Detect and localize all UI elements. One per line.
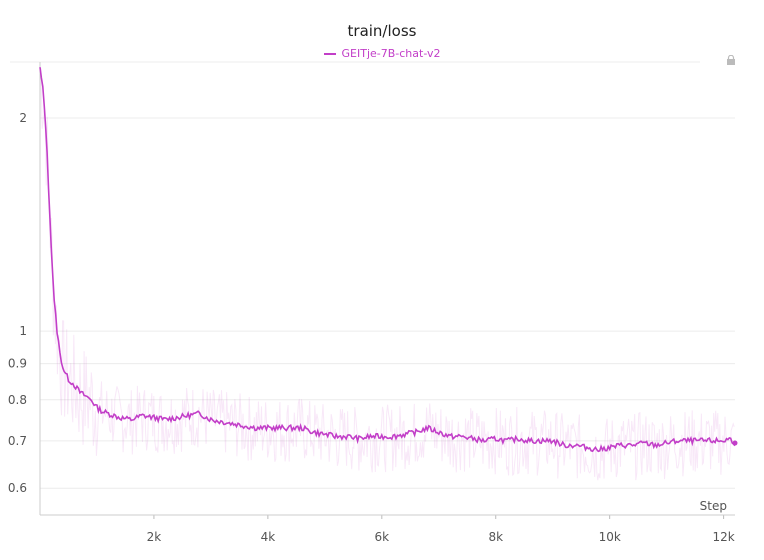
grid-layer [10, 61, 735, 489]
lock-icon[interactable] [726, 50, 736, 65]
x-tick-label: 10k [599, 530, 621, 544]
legend-label: GEITje-7B-chat-v2 [341, 47, 441, 60]
raw-loss-line [39, 68, 735, 481]
y-tick-label: 0.7 [8, 434, 27, 448]
y-tick-label: 2 [19, 111, 27, 125]
legend[interactable]: GEITje-7B-chat-v2 [0, 47, 764, 60]
series-layer [39, 67, 738, 453]
legend-swatch [323, 52, 336, 55]
x-tick-label: 8k [488, 530, 503, 544]
y-tick-label: 1 [19, 324, 27, 338]
chart-title: train/loss [347, 22, 417, 40]
series-end-point [732, 440, 738, 446]
x-tick-label: 4k [261, 530, 276, 544]
tick-label-layer: 0.6 0.7 0.8 0.9 1 2 2k 4k 6k 8k 10k 12k Step [8, 111, 735, 544]
raw-series-layer [39, 68, 735, 481]
x-tick-label: 6k [375, 530, 390, 544]
lock-icon-glyph [727, 54, 735, 65]
x-axis-label: Step [700, 499, 727, 513]
axis-layer [39, 62, 735, 519]
y-tick-label: 0.8 [8, 393, 27, 407]
smoothed-loss-line [39, 67, 736, 453]
y-tick-label: 0.9 [8, 357, 27, 371]
x-tick-label: 2k [147, 530, 162, 544]
y-tick-label: 0.6 [8, 481, 27, 495]
x-tick-label: 12k [712, 530, 734, 544]
